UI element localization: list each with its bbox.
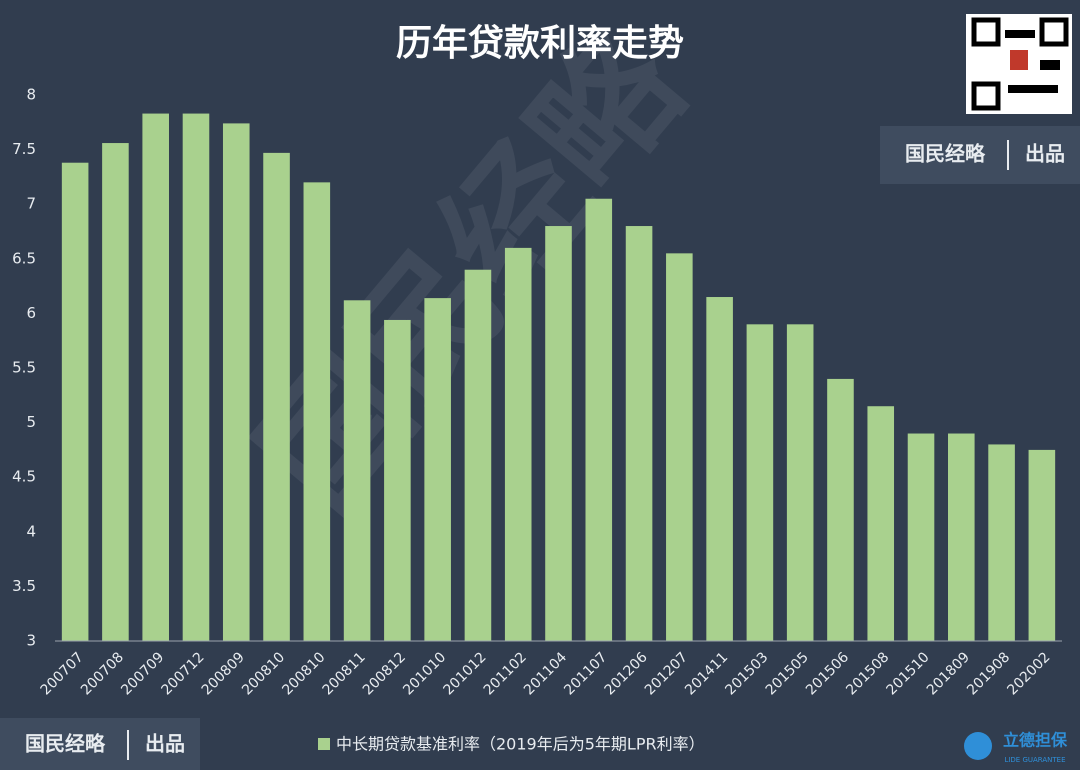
bar: [61, 162, 89, 642]
bar: [545, 226, 572, 642]
bar: [585, 198, 613, 642]
y-tick-label: 3: [26, 632, 36, 650]
bar: [746, 324, 774, 641]
badge-tag: 出品: [1025, 142, 1065, 166]
bar: [786, 324, 814, 641]
bar: [666, 253, 693, 641]
bar: [142, 113, 169, 641]
legend-label: 中长期贷款基准利率（2019年后为5年期LPR利率）: [336, 735, 705, 754]
bar: [907, 433, 935, 641]
bar: [424, 298, 451, 641]
bar: [222, 123, 250, 642]
chart-title: 历年贷款利率走势: [396, 23, 684, 64]
badge-tag: 出品: [145, 732, 185, 756]
bar: [827, 378, 854, 641]
bar: [867, 406, 895, 641]
logo-sub: LIDE GUARANTEE: [1004, 756, 1065, 764]
y-tick-label: 7.5: [12, 140, 36, 158]
bar: [343, 300, 371, 641]
bar: [303, 182, 331, 642]
logo-name: 立德担保: [1003, 731, 1068, 750]
bar: [464, 269, 492, 641]
bar: [102, 143, 129, 641]
bar: [988, 444, 1015, 641]
y-tick-label: 5.5: [12, 359, 36, 377]
y-tick-label: 5: [26, 413, 36, 431]
y-tick-label: 4.5: [12, 468, 36, 486]
qr-code: [966, 14, 1072, 114]
y-tick-label: 8: [26, 86, 36, 104]
badge: [0, 718, 200, 770]
bar: [504, 247, 532, 641]
logo-icon: [964, 732, 992, 760]
bar: [384, 319, 411, 641]
y-tick-label: 6.5: [12, 249, 36, 267]
bar: [263, 152, 290, 641]
y-tick-label: 7: [26, 195, 36, 213]
y-tick-label: 4: [26, 522, 36, 540]
bar: [625, 226, 653, 642]
badge-name: 国民经略: [25, 732, 106, 756]
y-tick-label: 3.5: [12, 577, 36, 595]
bar: [182, 113, 210, 641]
badge: [880, 126, 1080, 184]
bar: [706, 297, 733, 641]
legend-swatch: [318, 738, 330, 750]
bar: [1028, 449, 1056, 641]
bar: [948, 433, 975, 641]
y-tick-label: 6: [26, 304, 36, 322]
badge-name: 国民经略: [905, 142, 986, 166]
